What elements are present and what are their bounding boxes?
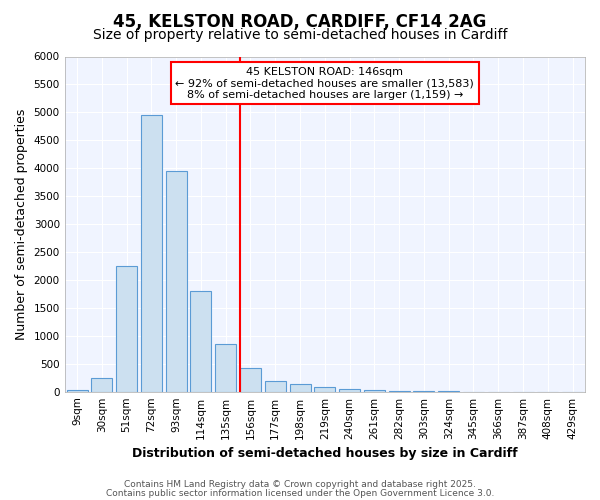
Bar (116, 266, 137, 392)
Text: Contains public sector information licensed under the Open Government Licence 3.: Contains public sector information licen… (106, 488, 494, 498)
Bar (339, 389, 360, 392)
X-axis label: Distribution of semi-detached houses by size in Cardiff: Distribution of semi-detached houses by … (132, 447, 518, 460)
Bar (190, 291, 211, 392)
Bar (91, 378, 112, 392)
Bar (215, 344, 236, 392)
Bar (166, 171, 187, 392)
Bar (240, 368, 261, 392)
Text: 45 KELSTON ROAD: 146sqm
← 92% of semi-detached houses are smaller (13,583)
8% of: 45 KELSTON ROAD: 146sqm ← 92% of semi-de… (175, 66, 474, 100)
Text: Contains HM Land Registry data © Crown copyright and database right 2025.: Contains HM Land Registry data © Crown c… (124, 480, 476, 489)
Bar (290, 384, 311, 392)
Text: 45, KELSTON ROAD, CARDIFF, CF14 2AG: 45, KELSTON ROAD, CARDIFF, CF14 2AG (113, 12, 487, 30)
Bar (389, 391, 410, 392)
Bar (265, 380, 286, 392)
Y-axis label: Number of semi-detached properties: Number of semi-detached properties (15, 108, 28, 340)
Bar (364, 390, 385, 392)
Bar (141, 115, 162, 392)
Text: Size of property relative to semi-detached houses in Cardiff: Size of property relative to semi-detach… (93, 28, 507, 42)
Bar (314, 387, 335, 392)
Bar (67, 390, 88, 392)
